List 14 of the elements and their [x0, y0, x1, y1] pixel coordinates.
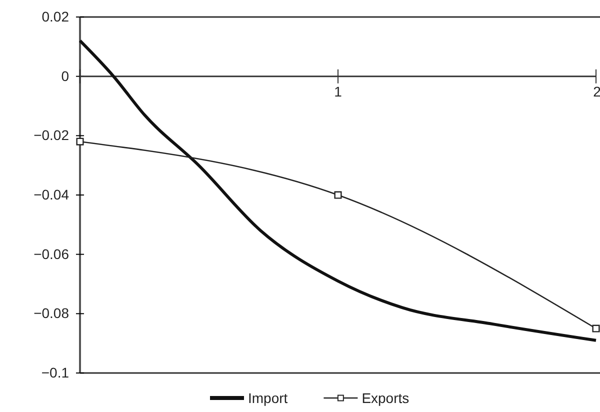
y-tick-label: −0.1 — [41, 364, 70, 380]
legend-label: Import — [248, 390, 288, 406]
y-tick-label: 0 — [61, 68, 70, 84]
point — [334, 191, 342, 199]
y-tick-label: 0.02 — [42, 8, 70, 24]
y-tick-label: −0.06 — [34, 246, 70, 262]
point — [76, 138, 84, 146]
legend-label: Exports — [362, 390, 410, 406]
x-tick-label: 2 — [593, 83, 600, 100]
y-tick-label: −0.02 — [34, 127, 70, 144]
point — [592, 324, 600, 332]
x-tick-label: 1 — [334, 83, 342, 100]
y-tick-label: −0.08 — [34, 305, 70, 322]
y-tick-label: −0.04 — [34, 186, 70, 202]
